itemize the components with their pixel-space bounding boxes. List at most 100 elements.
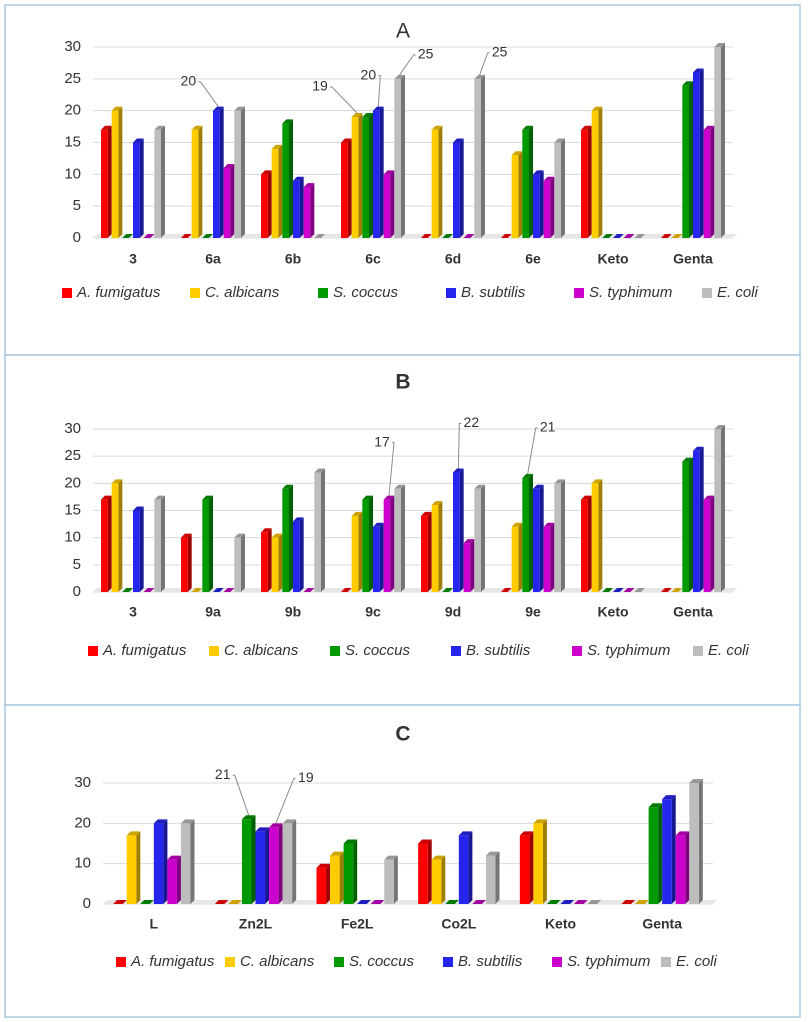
bar-top (314, 468, 325, 473)
legend-label: E. coli (717, 284, 759, 301)
bar-top (581, 495, 592, 500)
bar (682, 85, 689, 238)
bar (269, 827, 279, 904)
bar-top (384, 855, 398, 860)
bar-top (675, 831, 690, 836)
bar-top (635, 900, 649, 904)
x-tick-label: Genta (673, 604, 713, 620)
bar (154, 499, 161, 592)
bar-side (369, 495, 373, 592)
legend-label: E. coli (676, 953, 718, 970)
bar (167, 859, 177, 904)
bar (303, 187, 311, 238)
callout-line (198, 81, 219, 107)
bar-side (289, 484, 293, 592)
bar (271, 148, 279, 238)
x-tick-label: Genta (673, 251, 713, 267)
bar (511, 526, 519, 592)
bar-top (703, 125, 715, 130)
bar-top (689, 779, 703, 783)
y-tick-label: 10 (64, 529, 81, 546)
bar (522, 477, 529, 592)
bar (255, 831, 266, 904)
y-tick-label: 25 (64, 447, 81, 464)
bar (591, 110, 599, 238)
bar-top (181, 234, 192, 238)
bar (282, 823, 293, 904)
legend-swatch (334, 957, 344, 967)
callout-line (479, 52, 490, 76)
bar-side (118, 479, 123, 592)
bar-side (139, 138, 144, 238)
bar-side (561, 479, 565, 592)
bar-top (181, 533, 192, 538)
bar (703, 499, 711, 592)
bar-top (154, 495, 165, 500)
bar-side (470, 539, 475, 592)
y-tick-label: 15 (64, 501, 81, 518)
x-tick-label: 9a (205, 604, 221, 620)
bar (111, 110, 119, 238)
callout-line (457, 422, 462, 469)
bar (533, 488, 540, 592)
bar (271, 537, 279, 592)
x-tick-label: 3 (129, 251, 137, 267)
bar-side (658, 803, 663, 904)
bar (261, 174, 268, 238)
bar (533, 174, 540, 238)
bar (101, 499, 108, 592)
bar-top (431, 125, 443, 130)
bar-side (278, 144, 283, 238)
bar (330, 855, 340, 904)
x-tick-label: 3 (129, 604, 137, 620)
bar-top (501, 234, 512, 238)
bar-top (431, 855, 446, 860)
bar-side (427, 839, 432, 904)
bar (133, 510, 140, 592)
bar-side (353, 839, 358, 904)
bar-side (529, 125, 533, 238)
bar (554, 142, 561, 238)
bar-top (587, 900, 602, 904)
y-tick-label: 30 (74, 774, 91, 791)
callout-line (377, 75, 381, 107)
x-tick-label: Fe2L (341, 916, 374, 932)
bar-top (671, 234, 683, 238)
legend-swatch (693, 646, 703, 656)
legend-swatch (190, 288, 200, 298)
bar-side (401, 74, 405, 238)
bar-side (230, 163, 235, 238)
bar-side (136, 831, 141, 904)
legend-label: A. fumigatus (76, 284, 161, 301)
legend-label: S. typhimum (587, 642, 670, 659)
x-tick-label: 9d (445, 604, 461, 620)
bar-side (518, 151, 523, 238)
legend-label: B. subtilis (458, 953, 523, 970)
bar-side (441, 855, 446, 904)
bar-top (602, 234, 613, 238)
bar-side (299, 176, 304, 238)
bar-side (278, 533, 283, 592)
bar-side (587, 495, 592, 592)
legend-swatch (446, 288, 456, 298)
bar-top (362, 495, 373, 500)
bar-top (522, 473, 533, 478)
bar (191, 129, 199, 238)
bar-side (699, 446, 704, 592)
legend-label: C. albicans (205, 284, 280, 301)
bar-top (213, 106, 224, 111)
bar-top (143, 234, 155, 238)
bar (648, 807, 659, 904)
bar (261, 532, 268, 592)
y-tick-label: 10 (74, 855, 91, 872)
bar (543, 180, 551, 238)
bar-side (190, 819, 195, 904)
bar-top (269, 823, 283, 828)
bar-top (223, 163, 235, 168)
data-label: 17 (374, 433, 390, 449)
bar-side (427, 511, 432, 592)
y-tick-label: 20 (64, 102, 81, 119)
bar (384, 859, 394, 904)
bar-top (341, 588, 352, 592)
bar-top (714, 43, 725, 47)
